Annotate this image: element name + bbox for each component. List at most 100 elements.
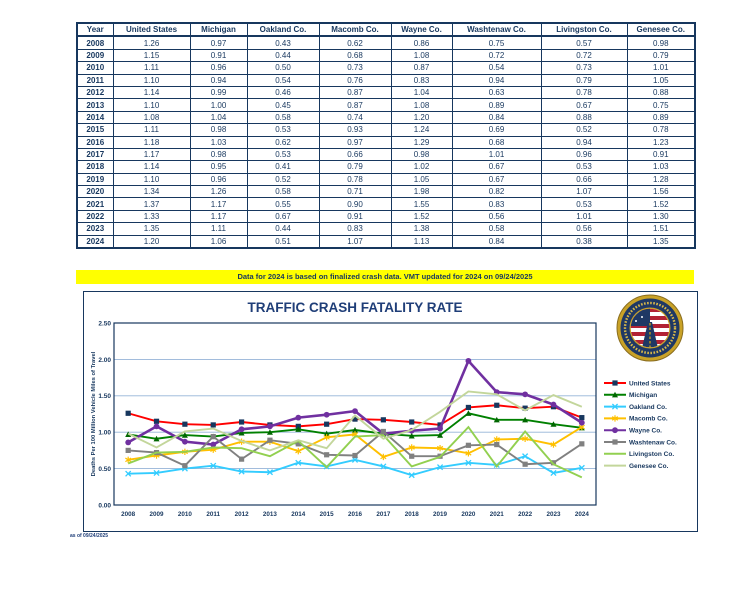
value-cell: 1.08 (112, 110, 191, 125)
year-cell: 2010 (76, 61, 114, 75)
table-row: 2013 1.10 1.00 0.45 0.87 1.08 0.89 0.67 0.75 (76, 98, 696, 112)
value-cell: 0.54 (451, 61, 542, 75)
value-cell: 1.52 (626, 197, 696, 211)
series-marker (465, 442, 472, 448)
series-marker (352, 427, 358, 433)
value-cell: 1.07 (540, 185, 628, 199)
value-cell: 1.17 (112, 147, 191, 162)
series-marker (153, 435, 160, 442)
value-cell: 1.56 (626, 185, 696, 199)
fatality-rate-chart: TRAFFIC CRASH FATALITY RATE Deaths Per 1… (83, 291, 698, 532)
value-cell: 0.46 (246, 85, 320, 100)
series-marker (125, 410, 131, 416)
value-cell: 1.05 (390, 172, 453, 187)
legend-label: United States (629, 380, 671, 387)
series-marker (437, 422, 443, 428)
table-row: 2015 1.11 0.98 0.53 0.93 1.24 0.69 0.52 0.78 (76, 123, 696, 137)
value-cell: 0.89 (626, 110, 696, 125)
series-line-genesee-co- (127, 390, 583, 452)
value-cell: 0.83 (451, 197, 542, 211)
value-cell: 0.98 (626, 35, 696, 50)
series-marker (238, 426, 245, 433)
series-marker (323, 434, 330, 441)
series-marker (579, 415, 585, 421)
data-note-banner: Data for 2024 is based on finalized cras… (76, 270, 694, 284)
table-row: 2022 1.33 1.17 0.67 0.91 1.52 0.56 1.01 1.30 (76, 209, 696, 224)
value-cell: 1.55 (390, 197, 453, 211)
series-marker (238, 468, 245, 475)
value-cell: 0.83 (390, 73, 453, 87)
series-marker (522, 405, 528, 411)
year-cell: 2022 (76, 209, 114, 224)
series-marker (182, 421, 188, 427)
value-cell: 1.01 (626, 61, 696, 75)
value-cell: 0.67 (451, 160, 542, 174)
value-cell: 0.90 (318, 197, 392, 211)
series-marker (182, 463, 188, 469)
series-marker (408, 444, 415, 451)
x-tick-label: 2019 (433, 511, 448, 518)
value-cell: 1.20 (112, 234, 191, 249)
year-cell: 2012 (76, 85, 114, 100)
series-marker (465, 357, 472, 364)
year-cell: 2018 (76, 160, 114, 174)
value-cell: 0.38 (540, 234, 628, 249)
series-marker (380, 453, 387, 461)
x-tick-label: 2009 (150, 511, 165, 518)
value-cell: 0.97 (318, 135, 392, 149)
x-tick-label: 2015 (320, 511, 335, 518)
series-marker (125, 456, 132, 464)
value-cell: 0.53 (540, 160, 628, 174)
series-marker (295, 447, 302, 455)
value-cell: 1.13 (390, 234, 453, 249)
x-tick-label: 2013 (263, 511, 278, 518)
value-cell: 0.66 (540, 172, 628, 187)
table-row: 2024 1.20 1.06 0.51 1.07 1.13 0.84 0.38 1.35 (76, 234, 696, 249)
series-marker (323, 411, 330, 418)
value-cell: 0.58 (451, 222, 542, 236)
value-cell: 0.93 (318, 123, 392, 137)
series-marker (494, 441, 500, 448)
value-cell: 1.34 (112, 185, 191, 199)
chart-title: TRAFFIC CRASH FATALITY RATE (248, 300, 463, 315)
value-cell: 0.63 (451, 85, 542, 100)
table-header-row: Year United States Michigan Oakland Co. Maco… (76, 22, 696, 38)
legend-marker (611, 403, 619, 410)
value-cell: 0.86 (390, 35, 453, 50)
value-cell: 1.30 (626, 209, 696, 224)
series-marker (578, 419, 585, 426)
value-cell: 0.57 (540, 35, 628, 50)
value-cell: 0.99 (189, 85, 248, 100)
value-cell: 0.44 (246, 48, 320, 63)
value-cell: 1.98 (390, 185, 453, 199)
x-tick-label: 2012 (235, 511, 250, 518)
value-cell: 1.14 (112, 85, 191, 100)
table-row: 2021 1.37 1.17 0.55 0.90 1.55 0.83 0.53 1.52 (76, 197, 696, 211)
value-cell: 0.75 (451, 35, 542, 50)
value-cell: 0.52 (540, 123, 628, 137)
value-cell: 0.41 (246, 160, 320, 174)
y-tick-label: 0.00 (98, 502, 111, 509)
value-cell: 0.98 (189, 123, 248, 137)
series-marker (465, 404, 472, 411)
value-cell: 0.97 (189, 35, 248, 50)
legend-label: Michigan (629, 392, 657, 399)
legend-label: Wayne Co. (629, 428, 662, 435)
value-cell: 1.35 (112, 222, 191, 236)
year-cell: 2019 (76, 172, 114, 187)
y-tick-label: 2.00 (98, 357, 111, 364)
value-cell: 1.24 (390, 123, 453, 137)
legend-label: Washtenaw Co. (629, 439, 677, 446)
value-cell: 1.04 (390, 85, 453, 100)
value-cell: 0.91 (626, 147, 696, 162)
table-row: 2019 1.10 0.96 0.52 0.78 1.05 0.67 0.66 1.28 (76, 172, 696, 187)
value-cell: 0.69 (451, 123, 542, 137)
value-cell: 0.54 (246, 73, 320, 87)
value-cell: 1.38 (390, 222, 453, 236)
fatality-rate-table: Year United States Michigan Oakland Co. Maco… (76, 22, 696, 250)
footer-note: as of 09/24/2025 (70, 533, 109, 539)
value-cell: 0.68 (318, 48, 392, 63)
y-tick-label: 2.50 (98, 320, 111, 327)
series-marker (352, 416, 358, 422)
legend-label: Macomb Co. (629, 416, 668, 423)
